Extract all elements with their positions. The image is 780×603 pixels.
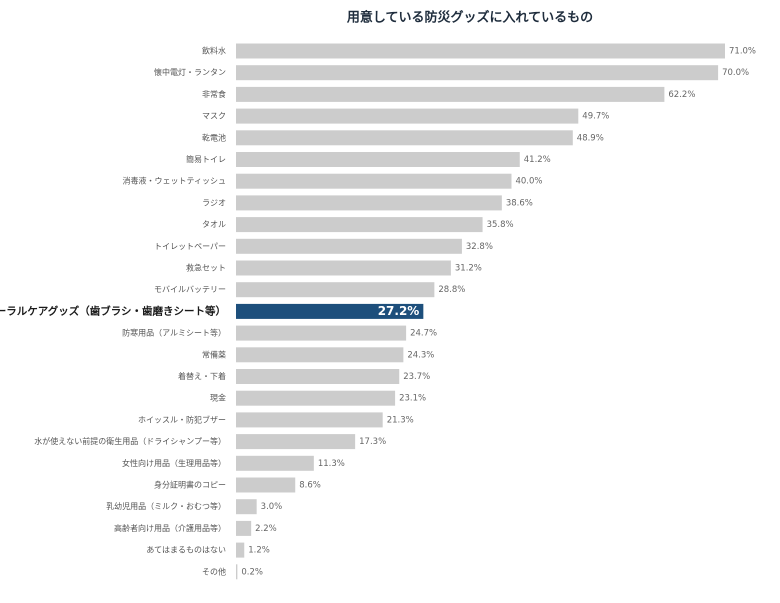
value-label: 23.7% xyxy=(403,372,430,382)
category-label: あてはまるものはない xyxy=(146,546,226,555)
category-label: 高齢者向け用品（介護用品等） xyxy=(114,523,226,533)
value-label: 38.6% xyxy=(506,198,533,208)
value-label: 48.9% xyxy=(577,133,604,143)
bar xyxy=(236,325,407,341)
category-label: ホイッスル・防犯ブザー xyxy=(138,414,226,424)
bar xyxy=(236,173,512,189)
value-label: 11.3% xyxy=(318,459,345,469)
category-label: 着替え・下着 xyxy=(178,371,226,381)
value-label: 62.2% xyxy=(668,90,695,100)
value-label: 28.8% xyxy=(438,285,465,295)
bar xyxy=(236,282,435,298)
value-label: 70.0% xyxy=(722,68,749,78)
value-label: 27.2% xyxy=(378,304,420,318)
bar xyxy=(236,238,462,254)
category-label: 消毒液・ウェットティッシュ xyxy=(122,176,226,186)
bar xyxy=(236,195,502,211)
category-label: その他 xyxy=(202,566,226,576)
value-label: 24.7% xyxy=(410,329,437,339)
category-label: マスク xyxy=(202,112,226,121)
value-label: 24.3% xyxy=(407,350,434,360)
category-label: オーラルケアグッズ（歯ブラシ・歯磨きシート等） xyxy=(0,304,226,317)
bar xyxy=(236,369,400,384)
bar xyxy=(236,303,424,319)
category-label: 簡易トイレ xyxy=(186,154,226,164)
category-label: 水が使えない前提の衛生用品（ドライシャンプー等） xyxy=(34,436,226,446)
bar xyxy=(236,260,451,276)
value-label: 1.2% xyxy=(248,546,270,556)
bar xyxy=(236,108,579,124)
category-label: 女性向け用品（生理用品等） xyxy=(122,458,226,468)
value-label: 71.0% xyxy=(729,47,756,57)
category-label: モバイルバッテリー xyxy=(154,285,226,294)
bar xyxy=(236,477,296,493)
category-label: ラジオ xyxy=(202,198,226,207)
bar xyxy=(236,86,665,102)
category-label: 非常食 xyxy=(202,89,226,99)
bar xyxy=(236,564,238,580)
category-label: 防寒用品（アルミシート等） xyxy=(122,328,226,338)
value-label: 8.6% xyxy=(299,481,321,491)
value-label: 21.3% xyxy=(387,415,414,425)
bar xyxy=(236,152,520,167)
category-label: トイレットペーパー xyxy=(154,242,226,251)
bar xyxy=(236,43,725,59)
category-label: 飲料水 xyxy=(202,46,226,56)
value-label: 32.8% xyxy=(466,242,493,252)
bar xyxy=(236,455,314,471)
value-label: 23.1% xyxy=(399,394,426,404)
category-label: 現金 xyxy=(210,393,226,403)
bar xyxy=(236,412,383,428)
category-label: 常備薬 xyxy=(202,349,226,359)
bar xyxy=(236,347,404,363)
category-label: 懐中電灯・ランタン xyxy=(154,67,226,77)
category-label: 身分証明書のコピー xyxy=(154,480,226,490)
value-label: 0.2% xyxy=(241,567,263,577)
category-label: 救急セット xyxy=(186,263,226,273)
value-label: 35.8% xyxy=(487,220,514,230)
bar xyxy=(236,499,257,515)
bar xyxy=(236,217,483,233)
bar xyxy=(236,520,252,536)
bar xyxy=(236,434,356,450)
chart-title: 用意している防災グッズに入れているもの xyxy=(346,10,593,26)
bar xyxy=(236,390,396,406)
bar xyxy=(236,65,719,81)
value-label: 49.7% xyxy=(582,112,609,122)
value-label: 2.2% xyxy=(255,524,277,534)
category-label: タオル xyxy=(202,220,226,229)
value-label: 40.0% xyxy=(515,177,542,187)
value-label: 31.2% xyxy=(455,264,482,274)
category-label: 乳幼児用品（ミルク・おむつ等） xyxy=(106,501,226,511)
value-label: 41.2% xyxy=(524,155,551,165)
category-label: 乾電池 xyxy=(202,132,226,142)
bar xyxy=(236,542,245,558)
value-label: 3.0% xyxy=(261,502,283,512)
bar xyxy=(236,130,573,146)
value-label: 17.3% xyxy=(359,437,386,447)
